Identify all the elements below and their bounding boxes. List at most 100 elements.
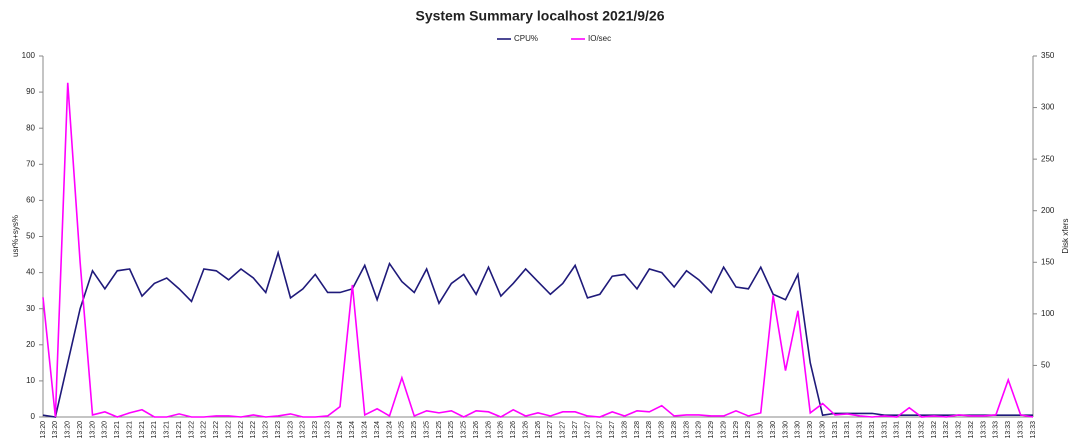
x-tick-label: 13:23 (275, 421, 282, 439)
x-tick-label: 13:29 (708, 421, 715, 439)
x-tick-label: 13:27 (560, 421, 567, 439)
x-tick-label: 13:21 (164, 421, 171, 439)
x-tick-label: 13:23 (287, 421, 294, 439)
x-tick-label: 13:29 (733, 421, 740, 439)
y-tick-label: 80 (26, 123, 35, 132)
x-tick-label: 13:23 (312, 421, 319, 439)
x-tick-label: 13:23 (324, 421, 331, 439)
x-tick-label: 13:31 (844, 421, 851, 439)
x-tick-label: 13:27 (609, 421, 616, 439)
x-tick-label: 13:26 (473, 421, 480, 439)
y2-tick-label: 150 (1041, 257, 1055, 266)
y2-tick-label: 250 (1041, 154, 1055, 163)
x-tick-label: 13:33 (980, 421, 987, 439)
y-axis-title: usr%+sys% (11, 215, 20, 257)
x-tick-label: 13:27 (584, 421, 591, 439)
x-tick-label: 13:30 (819, 421, 826, 439)
y-tick-label: 0 (31, 412, 36, 421)
x-tick-label: 13:20 (65, 421, 72, 439)
x-tick-label: 13:21 (176, 421, 183, 439)
x-tick-label: 13:25 (461, 421, 468, 439)
x-tick-label: 13:24 (386, 421, 393, 439)
x-tick-label: 13:29 (745, 421, 752, 439)
x-tick-label: 13:24 (349, 421, 356, 439)
x-tick-label: 13:22 (250, 421, 257, 439)
legend-label: IO/sec (588, 34, 611, 43)
x-tick-label: 13:28 (646, 421, 653, 439)
y-tick-label: 40 (26, 268, 35, 277)
x-tick-label: 13:25 (436, 421, 443, 439)
legend-label: CPU% (514, 34, 538, 43)
y-tick-label: 90 (26, 87, 35, 96)
x-tick-label: 13:25 (399, 421, 406, 439)
y-tick-label: 50 (26, 232, 35, 241)
x-tick-label: 13:30 (770, 421, 777, 439)
series-line (42, 82, 1034, 418)
x-tick-label: 13:30 (795, 421, 802, 439)
x-tick-label: 13:22 (201, 421, 208, 439)
x-tick-label: 13:32 (956, 421, 963, 439)
x-tick-label: 13:26 (510, 421, 517, 439)
x-tick-label: 13:20 (77, 421, 84, 439)
x-tick-label: 13:28 (671, 421, 678, 439)
y2-tick-label: 50 (1041, 361, 1050, 370)
x-tick-label: 13:32 (968, 421, 975, 439)
x-tick-label: 13:21 (151, 421, 158, 439)
x-tick-label: 13:31 (869, 421, 876, 439)
x-tick-label: 13:20 (52, 421, 59, 439)
x-tick-label: 13:30 (807, 421, 814, 439)
x-tick-label: 13:20 (40, 421, 47, 439)
x-tick-label: 13:26 (522, 421, 529, 439)
x-tick-label: 13:21 (126, 421, 133, 439)
x-tick-label: 13:33 (993, 421, 1000, 439)
x-tick-label: 13:24 (362, 421, 369, 439)
x-tick-label: 13:30 (782, 421, 789, 439)
x-tick-label: 13:31 (832, 421, 839, 439)
x-tick-label: 13:32 (943, 421, 950, 439)
x-tick-label: 13:25 (448, 421, 455, 439)
x-tick-label: 13:26 (498, 421, 505, 439)
x-tick-label: 13:22 (225, 421, 232, 439)
y-tick-label: 70 (26, 159, 35, 168)
x-tick-label: 13:20 (102, 421, 109, 439)
x-tick-label: 13:22 (188, 421, 195, 439)
x-tick-label: 13:23 (300, 421, 307, 439)
x-tick-label: 13:31 (857, 421, 864, 439)
y-tick-label: 30 (26, 304, 35, 313)
x-tick-label: 13:24 (374, 421, 381, 439)
y-tick-label: 20 (26, 340, 35, 349)
x-tick-label: 13:26 (535, 421, 542, 439)
x-tick-label: 13:27 (547, 421, 554, 439)
x-tick-label: 13:21 (114, 421, 121, 439)
y2-tick-label: 300 (1041, 103, 1055, 112)
x-tick-label: 13:27 (572, 421, 579, 439)
x-tick-label: 13:28 (634, 421, 641, 439)
chart-title: System Summary localhost 2021/9/26 (415, 8, 664, 24)
x-tick-label: 13:33 (1030, 421, 1037, 439)
x-tick-label: 13:30 (758, 421, 765, 439)
y-tick-label: 100 (22, 51, 36, 60)
x-tick-label: 13:32 (931, 421, 938, 439)
x-tick-label: 13:26 (485, 421, 492, 439)
x-tick-label: 13:29 (720, 421, 727, 439)
y2-tick-label: 350 (1041, 51, 1055, 60)
x-tick-label: 13:22 (238, 421, 245, 439)
y2-axis-title: Disk xfers (1061, 218, 1070, 253)
x-tick-label: 13:33 (1005, 421, 1012, 439)
x-tick-label: 13:27 (597, 421, 604, 439)
x-tick-label: 13:24 (337, 421, 344, 439)
x-tick-label: 13:29 (696, 421, 703, 439)
series-line (42, 249, 1033, 418)
y-tick-label: 60 (26, 196, 35, 205)
x-tick-label: 13:23 (263, 421, 270, 439)
y2-tick-label: 100 (1041, 309, 1055, 318)
x-tick-label: 13:25 (423, 421, 430, 439)
x-tick-label: 13:25 (411, 421, 418, 439)
x-tick-label: 13:31 (894, 421, 901, 439)
y2-tick-label: 200 (1041, 206, 1055, 215)
x-tick-label: 13:32 (906, 421, 913, 439)
x-tick-label: 13:21 (139, 421, 146, 439)
x-tick-label: 13:28 (683, 421, 690, 439)
x-tick-label: 13:28 (659, 421, 666, 439)
